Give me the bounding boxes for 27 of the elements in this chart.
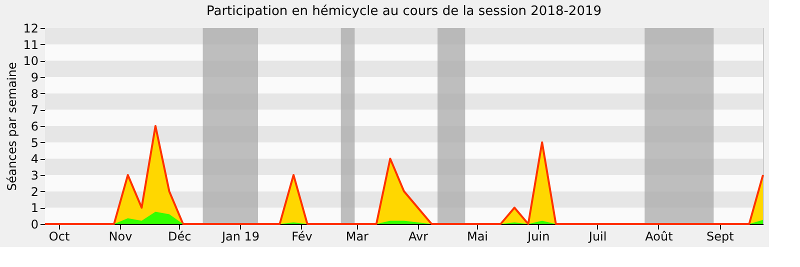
x-tick-label: Sept xyxy=(706,230,734,244)
x-tick-label: Mai xyxy=(466,230,488,244)
y-axis-title: Séances par semaine xyxy=(5,62,20,191)
x-tick-label: Juil xyxy=(588,230,607,244)
x-tick-label: Août xyxy=(645,230,674,244)
y-tick-label: 2 xyxy=(30,184,38,199)
y-tick-label: 1 xyxy=(30,201,38,216)
y-tick-label: 0 xyxy=(30,218,38,232)
y-tick-label: 8 xyxy=(30,86,38,101)
x-tick-label: Déc xyxy=(168,230,192,244)
x-tick-label: Fév xyxy=(292,230,312,244)
y-tick-label: 4 xyxy=(30,152,38,166)
x-tick-label: Juin xyxy=(526,230,550,244)
x-tick-label: Nov xyxy=(108,230,132,244)
y-tick-label: 5 xyxy=(30,136,38,150)
y-tick-label: 9 xyxy=(30,70,38,84)
x-tick-label: Mar xyxy=(346,230,369,244)
y-tick-label: 6 xyxy=(30,120,38,134)
x-tick-label: Avr xyxy=(408,230,428,244)
y-tick-label: 11 xyxy=(23,38,38,52)
x-tick-label: Oct xyxy=(48,230,70,244)
x-tick-label: Jan 19 xyxy=(220,230,260,244)
y-tick-label: 7 xyxy=(30,103,38,118)
y-tick-label: 3 xyxy=(30,168,38,182)
y-tick-label: 10 xyxy=(23,54,38,68)
chart-title: Participation en hémicycle au cours de la session 2018-2019 xyxy=(206,4,602,19)
y-tick-label: 12 xyxy=(23,22,38,36)
